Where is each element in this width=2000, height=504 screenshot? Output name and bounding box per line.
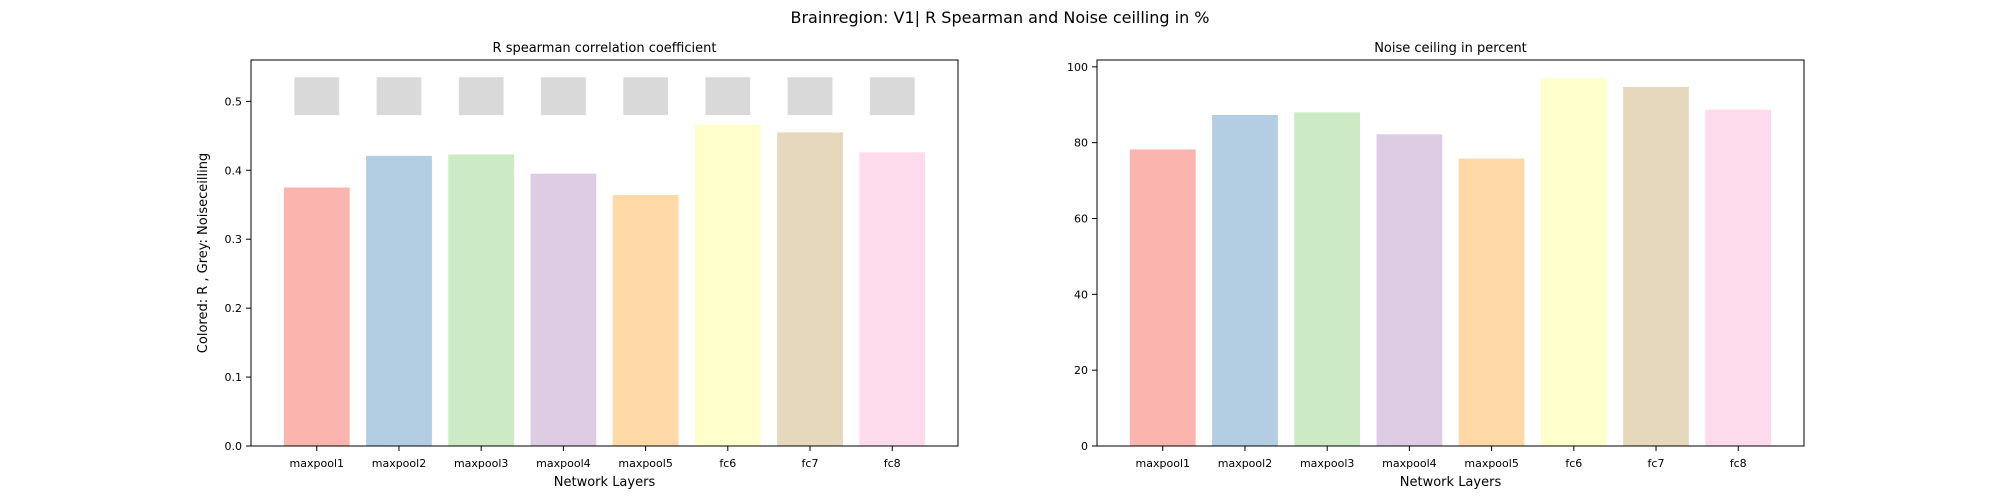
y-tick-label: 40 <box>1074 288 1088 301</box>
y-tick-label: 0.2 <box>225 302 243 315</box>
x-tick-label: fc7 <box>802 457 819 470</box>
bar-maxpool4 <box>530 173 597 446</box>
bar-fc8 <box>859 152 926 446</box>
x-tick-label: fc8 <box>884 457 901 470</box>
bar-maxpool3 <box>448 154 515 447</box>
y-tick-label: 0.4 <box>225 164 243 177</box>
bar-maxpool1 <box>1129 149 1196 446</box>
x-axis-label: Network Layers <box>1400 475 1502 490</box>
y-tick-label: 0.5 <box>225 95 243 108</box>
plot-frame <box>250 59 959 447</box>
bar-maxpool2 <box>366 155 432 446</box>
figure-suptitle: Brainregion: V1| R Spearman and Noise ce… <box>790 8 1209 27</box>
plot-noise-ceiling: Noise ceiling in percent 0 20 40 60 80 100 maxp… <box>1067 41 1805 490</box>
chart-title: Noise ceiling in percent <box>1374 41 1527 56</box>
x-tick-label: maxpool4 <box>536 457 590 470</box>
x-tick-label: fc6 <box>1565 457 1582 470</box>
noise-ceiling-bar <box>376 77 422 116</box>
bar-maxpool5 <box>612 195 679 446</box>
x-tick-label: maxpool3 <box>454 457 508 470</box>
y-tick-label: 20 <box>1074 364 1088 377</box>
x-tick-label: maxpool2 <box>1218 457 1272 470</box>
y-tick-label: 80 <box>1074 137 1088 150</box>
noise-ceiling-bar <box>787 77 833 116</box>
x-tick-label: maxpool3 <box>1300 457 1354 470</box>
plot-frame <box>1096 59 1805 447</box>
bar-maxpool3 <box>1294 112 1361 447</box>
noise-ceiling-bar <box>541 77 586 116</box>
chart-title: R spearman correlation coefficient <box>493 41 717 56</box>
plot-r-spearman: R spearman correlation coefficient 0.0 0.1… <box>196 41 959 490</box>
bar-fc7 <box>1623 86 1689 446</box>
y-tick-label: 0.0 <box>225 440 243 453</box>
noise-ceiling-bar <box>869 77 915 116</box>
bar-fc6 <box>1540 78 1607 447</box>
x-tick-label: fc8 <box>1730 457 1747 470</box>
x-tick-label: maxpool5 <box>618 457 672 470</box>
y-tick-label: 100 <box>1067 61 1088 74</box>
x-tick-label: fc7 <box>1648 457 1665 470</box>
bar-fc7 <box>777 132 843 446</box>
y-tick-label: 0 <box>1081 440 1088 453</box>
bar-fc8 <box>1705 109 1772 446</box>
noise-ceiling-bar <box>705 77 751 116</box>
noise-ceiling-bar <box>294 77 340 116</box>
bar-maxpool1 <box>283 187 350 446</box>
x-tick-label: maxpool2 <box>372 457 426 470</box>
x-tick-label: maxpool4 <box>1382 457 1436 470</box>
y-tick-label: 60 <box>1074 212 1088 225</box>
bar-fc6 <box>694 124 761 447</box>
bar-maxpool5 <box>1458 158 1525 447</box>
x-tick-label: maxpool5 <box>1464 457 1518 470</box>
y-tick-label: 0.3 <box>225 233 243 246</box>
y-tick-label: 0.1 <box>225 371 243 384</box>
x-tick-label: maxpool1 <box>290 457 344 470</box>
x-tick-label: fc6 <box>719 457 736 470</box>
x-tick-label: maxpool1 <box>1136 457 1190 470</box>
noise-ceiling-bar <box>623 77 668 116</box>
bar-maxpool4 <box>1376 134 1443 446</box>
bar-maxpool2 <box>1212 114 1278 447</box>
noise-ceiling-bar <box>458 77 504 116</box>
y-axis-label: Colored: R , Grey: Noiseceilling <box>196 153 211 353</box>
x-axis-label: Network Layers <box>554 475 656 490</box>
